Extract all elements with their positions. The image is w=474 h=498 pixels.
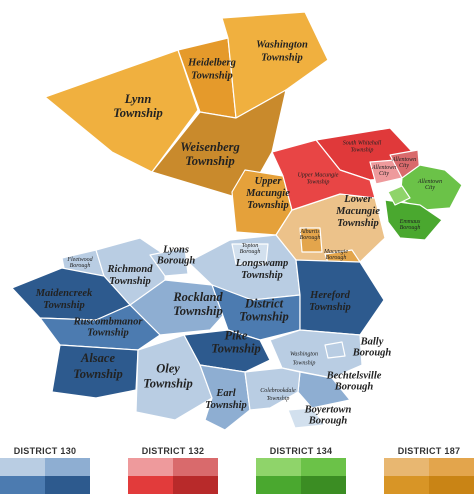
legend-swatch — [173, 476, 218, 494]
region-label-maidencreek: Maidencreek Township — [35, 288, 93, 311]
region-label-oley: Oley Township — [143, 362, 193, 391]
region-label-richmond: Richmond Township — [107, 264, 154, 287]
legend-swatch — [301, 458, 346, 476]
region-label-rockland: Rockland Township — [172, 290, 223, 318]
region-label-boyertown: Boyertown Borough — [304, 405, 352, 427]
region-alburtis[interactable] — [299, 227, 323, 253]
region-label-washington-s: Washington Township — [290, 352, 318, 367]
legend-district-134: DISTRICT 134 — [256, 444, 346, 494]
region-label-colebrookdale: Colebrookdale Township — [260, 388, 296, 402]
legend-title: DISTRICT 132 — [141, 446, 205, 456]
district-map: Lynn Township Heidelberg Township Washington… — [11, 11, 463, 431]
region-label-washington-n: Washington Township — [256, 40, 308, 64]
region-lyons[interactable] — [149, 247, 189, 277]
legend-title: DISTRICT 130 — [13, 446, 77, 456]
region-label-weisenberg: Weisenberg Township — [180, 140, 240, 168]
legend-swatch — [429, 458, 474, 476]
legend-swatch — [301, 476, 346, 494]
legend-swatch — [256, 458, 301, 476]
legend-district-130: DISTRICT 130 — [0, 444, 90, 494]
region-label-earl: Earl Township — [205, 388, 247, 411]
legend-swatch — [45, 458, 90, 476]
region-label-lynn: Lynn Township — [113, 92, 163, 120]
region-label-hereford: Hereford Township — [309, 290, 351, 313]
region-allentown-city-3[interactable] — [399, 164, 463, 211]
region-upper-macungie-red[interactable] — [271, 139, 376, 211]
legend-swatches — [384, 458, 474, 494]
legend-swatch — [173, 458, 218, 476]
legend-district-187: DISTRICT 187 — [384, 444, 474, 494]
region-label-south-whitehall: South Whitehall Township — [343, 141, 382, 154]
region-label-fleetwood: Fleetwood Borough — [66, 257, 93, 269]
region-label-topton: Topton Borough — [240, 243, 261, 255]
legend-swatches — [128, 458, 218, 494]
region-label-ruscombmanor: Ruscombmanor Township — [73, 317, 144, 339]
region-lynn[interactable] — [44, 49, 199, 173]
legend-district-132: DISTRICT 132 — [128, 444, 218, 494]
region-label-alburtis: Alburtis Borough — [299, 229, 320, 241]
region-topton[interactable] — [231, 243, 269, 265]
legend-title: DISTRICT 134 — [269, 446, 333, 456]
region-boyertown[interactable] — [287, 407, 326, 429]
region-label-district-twp: District Township — [239, 297, 289, 324]
legend-swatch — [0, 458, 45, 476]
region-label-alsace: Alsace Township — [73, 351, 123, 381]
legend-swatch — [384, 476, 429, 494]
legend-swatches — [0, 458, 90, 494]
legend-swatch — [128, 458, 173, 476]
legend-swatch — [429, 476, 474, 494]
region-label-allentown-city-2: Allentown City — [391, 157, 416, 169]
legend-swatches — [256, 458, 346, 494]
legend-swatch — [128, 476, 173, 494]
region-label-heidelberg: Heidelberg Township — [187, 58, 236, 82]
region-label-upper-macungie: Upper Macungie Township — [245, 176, 290, 211]
region-label-macungie: Macungie Borough — [323, 249, 348, 261]
region-bally[interactable] — [324, 341, 346, 359]
region-label-allentown-city-3: Allentown City — [417, 179, 442, 191]
region-label-upper-macungie-red: Upper Macungie Township — [298, 173, 339, 186]
region-label-allentown-city-1: Allentown City — [371, 165, 396, 177]
map-labels: Lynn Township Heidelberg Township Washington… — [35, 40, 442, 427]
region-label-bechtelsville: Bechtelsville Borough — [326, 371, 382, 393]
region-label-emmaus: Emmaus Borough — [399, 219, 421, 231]
legend-swatch — [0, 476, 45, 494]
region-alsace[interactable] — [51, 344, 139, 399]
region-label-bally: Bally Borough — [352, 337, 392, 359]
region-label-longswamp: Longswamp Township — [235, 258, 289, 281]
region-label-lyons: Lyons Borough — [156, 245, 196, 267]
legend-title: DISTRICT 187 — [397, 446, 461, 456]
region-colebrookdale[interactable] — [244, 367, 301, 411]
region-label-pike: Pike Township — [211, 329, 261, 356]
legend-swatch — [45, 476, 90, 494]
region-emmaus[interactable] — [384, 199, 443, 241]
region-green-small[interactable] — [387, 185, 411, 206]
region-label-lower-macungie: Lower Macungie Township — [335, 194, 380, 229]
legend-swatch — [256, 476, 301, 494]
legend-swatch — [384, 458, 429, 476]
